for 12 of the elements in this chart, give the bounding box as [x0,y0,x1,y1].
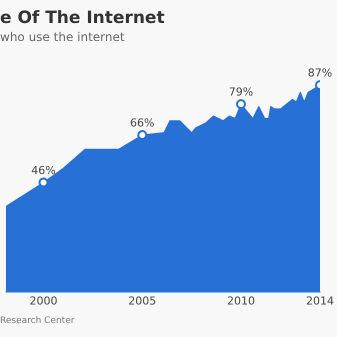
data-label: 87% [308,66,332,80]
chart-subtitle: who use the internet [0,30,125,44]
x-tick-label: 2005 [128,294,156,308]
text: Research Center [0,316,74,326]
x-tick-label: 2014 [306,294,334,308]
data-label: 66% [130,116,154,130]
x-tick-label: 2010 [227,294,256,308]
chart-title: e Of The Internet [0,8,165,28]
x-tick-label: 2000 [30,294,58,308]
data-label: 46% [31,164,56,177]
data-label: 79% [228,85,254,98]
point [236,99,246,110]
